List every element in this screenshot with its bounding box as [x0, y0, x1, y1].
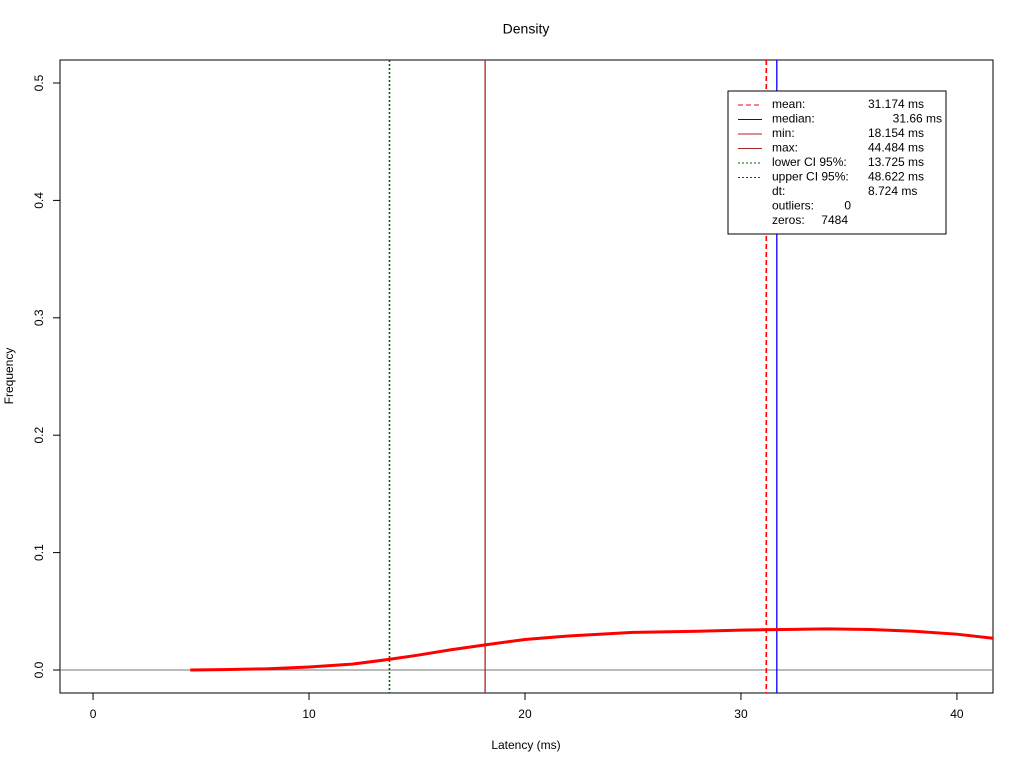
x-tick-label: 30 — [734, 707, 748, 721]
x-tick-label: 10 — [302, 707, 316, 721]
stat-value: 7484 — [821, 213, 848, 227]
legend-value: 44.484 ms — [868, 141, 924, 155]
density-curve — [190, 627, 993, 672]
legend-name: median: — [772, 112, 815, 126]
legend-value: 31.66 ms — [893, 112, 942, 126]
legend-value: 18.154 ms — [868, 126, 924, 140]
legend-name: min: — [772, 126, 795, 140]
legend-value: 13.725 ms — [868, 155, 924, 169]
chart-title: Density — [503, 21, 550, 37]
legend-box — [727, 90, 947, 235]
x-tick-label: 20 — [518, 707, 532, 721]
y-tick-label: 0.0 — [32, 661, 46, 678]
y-tick-label: 0.4 — [32, 192, 46, 209]
legend-name: max: — [772, 141, 798, 155]
legend-name: upper CI 95%: — [772, 170, 849, 184]
x-tick-label: 40 — [950, 707, 964, 721]
stat-value: 8.724 ms — [868, 184, 917, 198]
stat-value: 0 — [844, 199, 851, 213]
x-tick-label: 0 — [90, 707, 97, 721]
plot-frame — [59, 59, 994, 694]
y-tick-label: 0.2 — [32, 427, 46, 444]
stat-name: dt: — [772, 184, 785, 198]
x-axis-label: Latency (ms) — [491, 738, 560, 752]
legend-name: lower CI 95%: — [772, 155, 847, 169]
legend-name: mean: — [772, 97, 805, 111]
stat-name: outliers: — [772, 199, 814, 213]
legend-value: 48.622 ms — [868, 170, 924, 184]
stat-name: zeros: — [772, 213, 805, 227]
y-axis-label: Frequency — [2, 348, 16, 405]
legend-value: 31.174 ms — [868, 97, 924, 111]
y-tick-label: 0.3 — [32, 309, 46, 326]
y-tick-label: 0.5 — [32, 74, 46, 91]
y-tick-label: 0.1 — [32, 544, 46, 561]
